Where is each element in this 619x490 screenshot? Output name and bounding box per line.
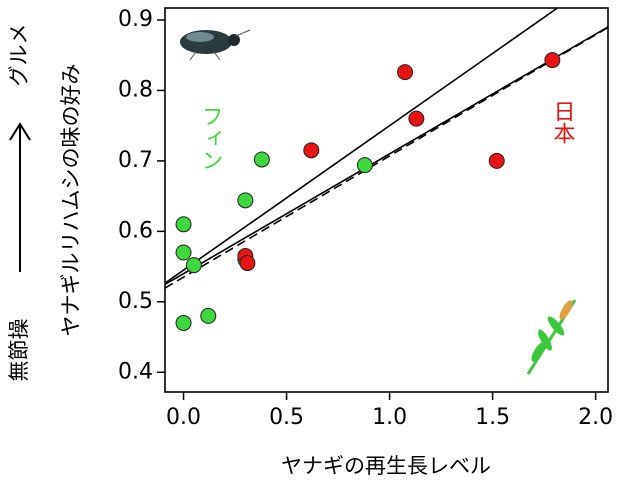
x-tick-label: 1.5 [475,405,510,430]
point [409,111,424,126]
point [238,193,253,208]
plot-area [165,0,608,330]
point [176,217,191,232]
y-tick-label: 0.9 [118,7,153,32]
y-tick-label: 0.7 [118,148,153,173]
y-tick-label: 0.5 [118,289,153,314]
x-tick-label: 1.0 [372,405,407,430]
x-axis-label: ヤナギの再生長レベル [281,454,491,478]
point [176,245,191,260]
arrow [10,124,30,272]
y-axis-label: ヤナギルリハムシの味の好み [59,64,83,337]
point [186,258,201,273]
fit-line [165,28,608,289]
y-tick-label: 0.8 [118,77,153,102]
point [357,158,372,173]
point [489,153,504,168]
point [254,152,269,167]
beetle-icon [180,30,250,60]
chart: ヤナギの再生長レベル ヤナギルリハムシの味の好み グルメ 無節操 0.0 0.5 1… [0,0,619,490]
x-tick-label: 0.5 [269,405,304,430]
point [201,308,216,323]
series-label: フィン [198,105,223,171]
fit-line [165,27,608,285]
y-tick-label: 0.6 [118,218,153,243]
x-tick-label: 2.0 [578,405,613,430]
bottom-annotation: 無節操 [7,319,31,382]
willow-icon [528,298,575,374]
point [304,143,319,158]
x-tick-label: 0.0 [166,405,201,430]
point [545,53,560,68]
point [240,256,255,271]
series-label: 日本 [550,100,576,144]
y-tick-label: 0.4 [118,359,153,384]
point [398,65,413,80]
top-annotation: グルメ [7,24,31,87]
point [176,315,191,330]
